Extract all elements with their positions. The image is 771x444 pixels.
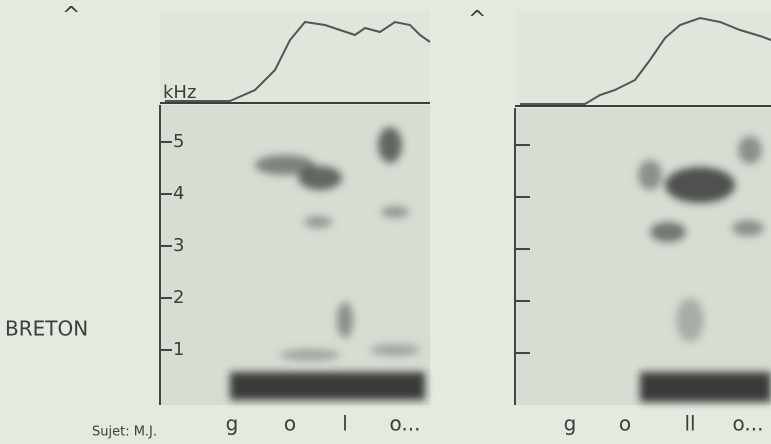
segment-label: g — [226, 412, 239, 436]
tick-label: 3 — [173, 235, 184, 256]
language-label: BRETON — [5, 317, 88, 341]
segment-label: l — [342, 412, 348, 436]
segment-label: g — [564, 412, 577, 436]
envelope-panel — [515, 10, 771, 103]
subject-label: Sujet: M.J. — [92, 425, 157, 440]
envelope-panel — [160, 10, 430, 103]
envelope — [520, 16, 771, 105]
segment-label: ll — [684, 412, 695, 436]
formants — [638, 136, 771, 402]
segment-label: o — [619, 412, 631, 436]
spectrogram-panel — [515, 108, 771, 405]
mark: ^ — [468, 7, 486, 32]
segment-label: o... — [733, 412, 764, 436]
unit-label: kHz — [163, 82, 196, 103]
tick-label: 4 — [173, 183, 184, 204]
formants — [230, 127, 425, 400]
segment-label: o... — [390, 412, 421, 436]
mark: ^ — [62, 3, 80, 28]
tick-label: 2 — [173, 287, 184, 308]
tick-label: 1 — [173, 339, 184, 360]
envelope — [165, 20, 431, 102]
segment-label: o — [284, 412, 296, 436]
tick-label: 5 — [173, 131, 184, 152]
